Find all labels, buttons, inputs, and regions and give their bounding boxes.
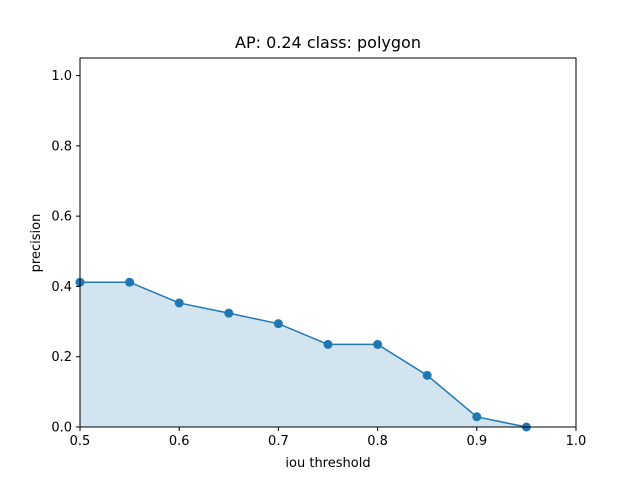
area-layer xyxy=(80,282,527,427)
data-point xyxy=(273,319,283,329)
data-point xyxy=(323,339,333,349)
y-tick-label: 1.0 xyxy=(51,69,72,84)
chart-title: AP: 0.24 class: polygon xyxy=(235,33,421,52)
y-tick-label: 0.8 xyxy=(51,139,72,154)
x-tick-label: 1.0 xyxy=(566,434,587,449)
y-tick-label: 0.2 xyxy=(51,350,72,365)
x-ticks: 0.5 0.6 0.7 0.8 0.9 1.0 xyxy=(70,427,587,449)
x-tick-label: 0.7 xyxy=(268,434,289,449)
data-point xyxy=(472,412,482,422)
x-tick-label: 0.5 xyxy=(70,434,91,449)
x-tick-label: 0.6 xyxy=(169,434,190,449)
x-tick-label: 0.9 xyxy=(466,434,487,449)
y-tick-label: 0.6 xyxy=(51,210,72,225)
data-point xyxy=(224,308,234,318)
data-point xyxy=(174,298,184,308)
x-tick-label: 0.8 xyxy=(367,434,388,449)
y-tick-label: 0.4 xyxy=(51,280,72,295)
point-layer xyxy=(75,277,531,432)
series-line xyxy=(80,281,527,428)
x-axis-label: iou threshold xyxy=(285,456,370,471)
data-point xyxy=(125,277,135,287)
series-area xyxy=(80,282,527,427)
y-tick-label: 0.0 xyxy=(51,421,72,436)
line-layer xyxy=(80,281,527,428)
y-axis-label: precision xyxy=(29,214,44,273)
plot-frame xyxy=(79,57,577,428)
data-point xyxy=(373,339,383,349)
y-ticks: 0.0 0.2 0.4 0.6 0.8 1.0 xyxy=(51,69,80,436)
data-point xyxy=(422,370,432,380)
